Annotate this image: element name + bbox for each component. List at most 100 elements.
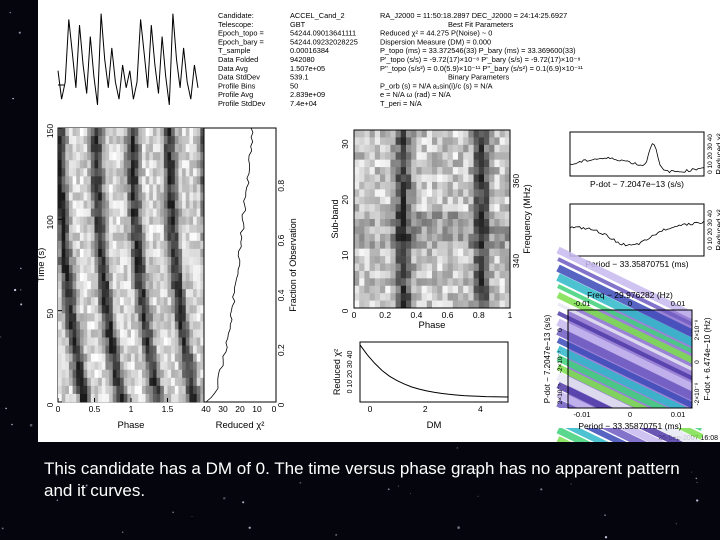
heatmap-cell bbox=[196, 289, 201, 298]
y-axis-label: Reduced χ² bbox=[715, 209, 720, 250]
heatmap-cell bbox=[196, 248, 201, 258]
heatmap-cell bbox=[116, 152, 121, 161]
heatmap-cell bbox=[174, 176, 179, 185]
heatmap-cell bbox=[105, 313, 110, 322]
heatmap-cell bbox=[76, 128, 81, 137]
heatmap-cell bbox=[390, 241, 396, 249]
heatmap-cell bbox=[163, 329, 168, 338]
heatmap-cell bbox=[112, 377, 117, 387]
heatmap-cell bbox=[442, 181, 448, 190]
heatmap-cell bbox=[189, 265, 194, 274]
heatmap-cell bbox=[364, 159, 370, 168]
heatmap-cell bbox=[178, 248, 183, 258]
heatmap-cell bbox=[411, 181, 417, 190]
heatmap-cell bbox=[141, 216, 146, 226]
heatmap-cell bbox=[369, 196, 376, 205]
heatmap-cell bbox=[182, 297, 187, 306]
heatmap-cell bbox=[76, 160, 81, 169]
heatmap-cell bbox=[494, 285, 500, 294]
heatmap-cell bbox=[87, 224, 92, 234]
heatmap-cell bbox=[79, 265, 84, 274]
heatmap-cell bbox=[380, 285, 386, 294]
heatmap-cell bbox=[432, 226, 438, 235]
heatmap-cell bbox=[473, 196, 480, 205]
heatmap-cell bbox=[94, 273, 99, 282]
heatmap-cell bbox=[58, 377, 62, 387]
heatmap-cell bbox=[98, 136, 103, 145]
heatmap-cell bbox=[90, 192, 95, 201]
heatmap-cell bbox=[87, 144, 92, 153]
heatmap-cell bbox=[163, 192, 168, 201]
heatmap-cell bbox=[426, 293, 433, 301]
heatmap-cell bbox=[504, 226, 511, 235]
heatmap-cell bbox=[437, 285, 443, 294]
heatmap-cell bbox=[200, 192, 205, 201]
heatmap-cell bbox=[98, 353, 103, 363]
heatmap-cell bbox=[167, 337, 172, 346]
star bbox=[242, 501, 245, 504]
heatmap-cell bbox=[167, 256, 172, 266]
heatmap-cell bbox=[458, 144, 464, 153]
heatmap-cell bbox=[416, 196, 422, 205]
heatmap-cell bbox=[123, 313, 128, 322]
heatmap-cell bbox=[163, 160, 168, 169]
heatmap-cell bbox=[193, 144, 197, 153]
heatmap-cell bbox=[72, 128, 77, 137]
heatmap-cell bbox=[79, 216, 84, 226]
heatmap-cell bbox=[463, 233, 469, 242]
heatmap-cell bbox=[504, 189, 511, 198]
heatmap-cell bbox=[94, 297, 99, 306]
heatmap-cell bbox=[138, 152, 143, 161]
heatmap-cell bbox=[87, 216, 92, 226]
header-label: Data Folded bbox=[218, 55, 258, 64]
heatmap-cell bbox=[171, 208, 176, 217]
heatmap-cell bbox=[83, 337, 88, 346]
heatmap-cell bbox=[458, 167, 464, 175]
heatmap-cell bbox=[200, 305, 205, 314]
heatmap-cell bbox=[68, 361, 73, 371]
heatmap-cell bbox=[478, 204, 485, 212]
heatmap-cell bbox=[120, 329, 124, 338]
heatmap-cell bbox=[101, 297, 106, 306]
star bbox=[540, 488, 543, 491]
star bbox=[299, 481, 302, 484]
heatmap-cell bbox=[109, 176, 114, 185]
star bbox=[18, 31, 21, 34]
period-curve bbox=[569, 220, 705, 247]
heatmap-cell bbox=[101, 224, 106, 234]
heatmap-cell bbox=[72, 305, 77, 314]
heatmap-cell bbox=[123, 200, 128, 209]
heatmap-cell bbox=[432, 219, 438, 227]
heatmap-cell bbox=[193, 248, 197, 258]
heatmap-cell bbox=[68, 152, 73, 161]
heatmap-cell bbox=[127, 152, 132, 161]
heatmap-cell bbox=[127, 176, 132, 185]
heatmap-cell bbox=[94, 168, 99, 177]
heatmap-cell bbox=[359, 233, 365, 242]
heatmap-cell bbox=[76, 184, 81, 193]
heatmap-cell bbox=[473, 167, 480, 175]
heatmap-cell bbox=[76, 168, 81, 177]
ppdot-band bbox=[556, 264, 704, 342]
heatmap-cell bbox=[167, 144, 172, 153]
heatmap-cell bbox=[411, 226, 417, 235]
heatmap-cell bbox=[178, 192, 183, 201]
heatmap-cell bbox=[426, 219, 433, 227]
heatmap-cell bbox=[109, 265, 114, 274]
heatmap-cell bbox=[163, 144, 168, 153]
heatmap-cell bbox=[138, 184, 143, 193]
heatmap-cell bbox=[98, 128, 103, 137]
heatmap-cell bbox=[189, 369, 194, 379]
heatmap-cell bbox=[369, 211, 376, 220]
heatmap-cell bbox=[87, 265, 92, 274]
ppdot-frame bbox=[567, 309, 693, 409]
heatmap-cell bbox=[452, 285, 459, 294]
heatmap-cell bbox=[185, 216, 190, 226]
pdot-frame bbox=[569, 131, 705, 177]
heatmap-cell bbox=[116, 313, 121, 322]
heatmap-cell bbox=[90, 353, 95, 363]
heatmap-cell bbox=[478, 167, 485, 175]
pdot-curve bbox=[569, 143, 705, 174]
heatmap-cell bbox=[152, 208, 157, 217]
heatmap-cell bbox=[68, 305, 73, 314]
